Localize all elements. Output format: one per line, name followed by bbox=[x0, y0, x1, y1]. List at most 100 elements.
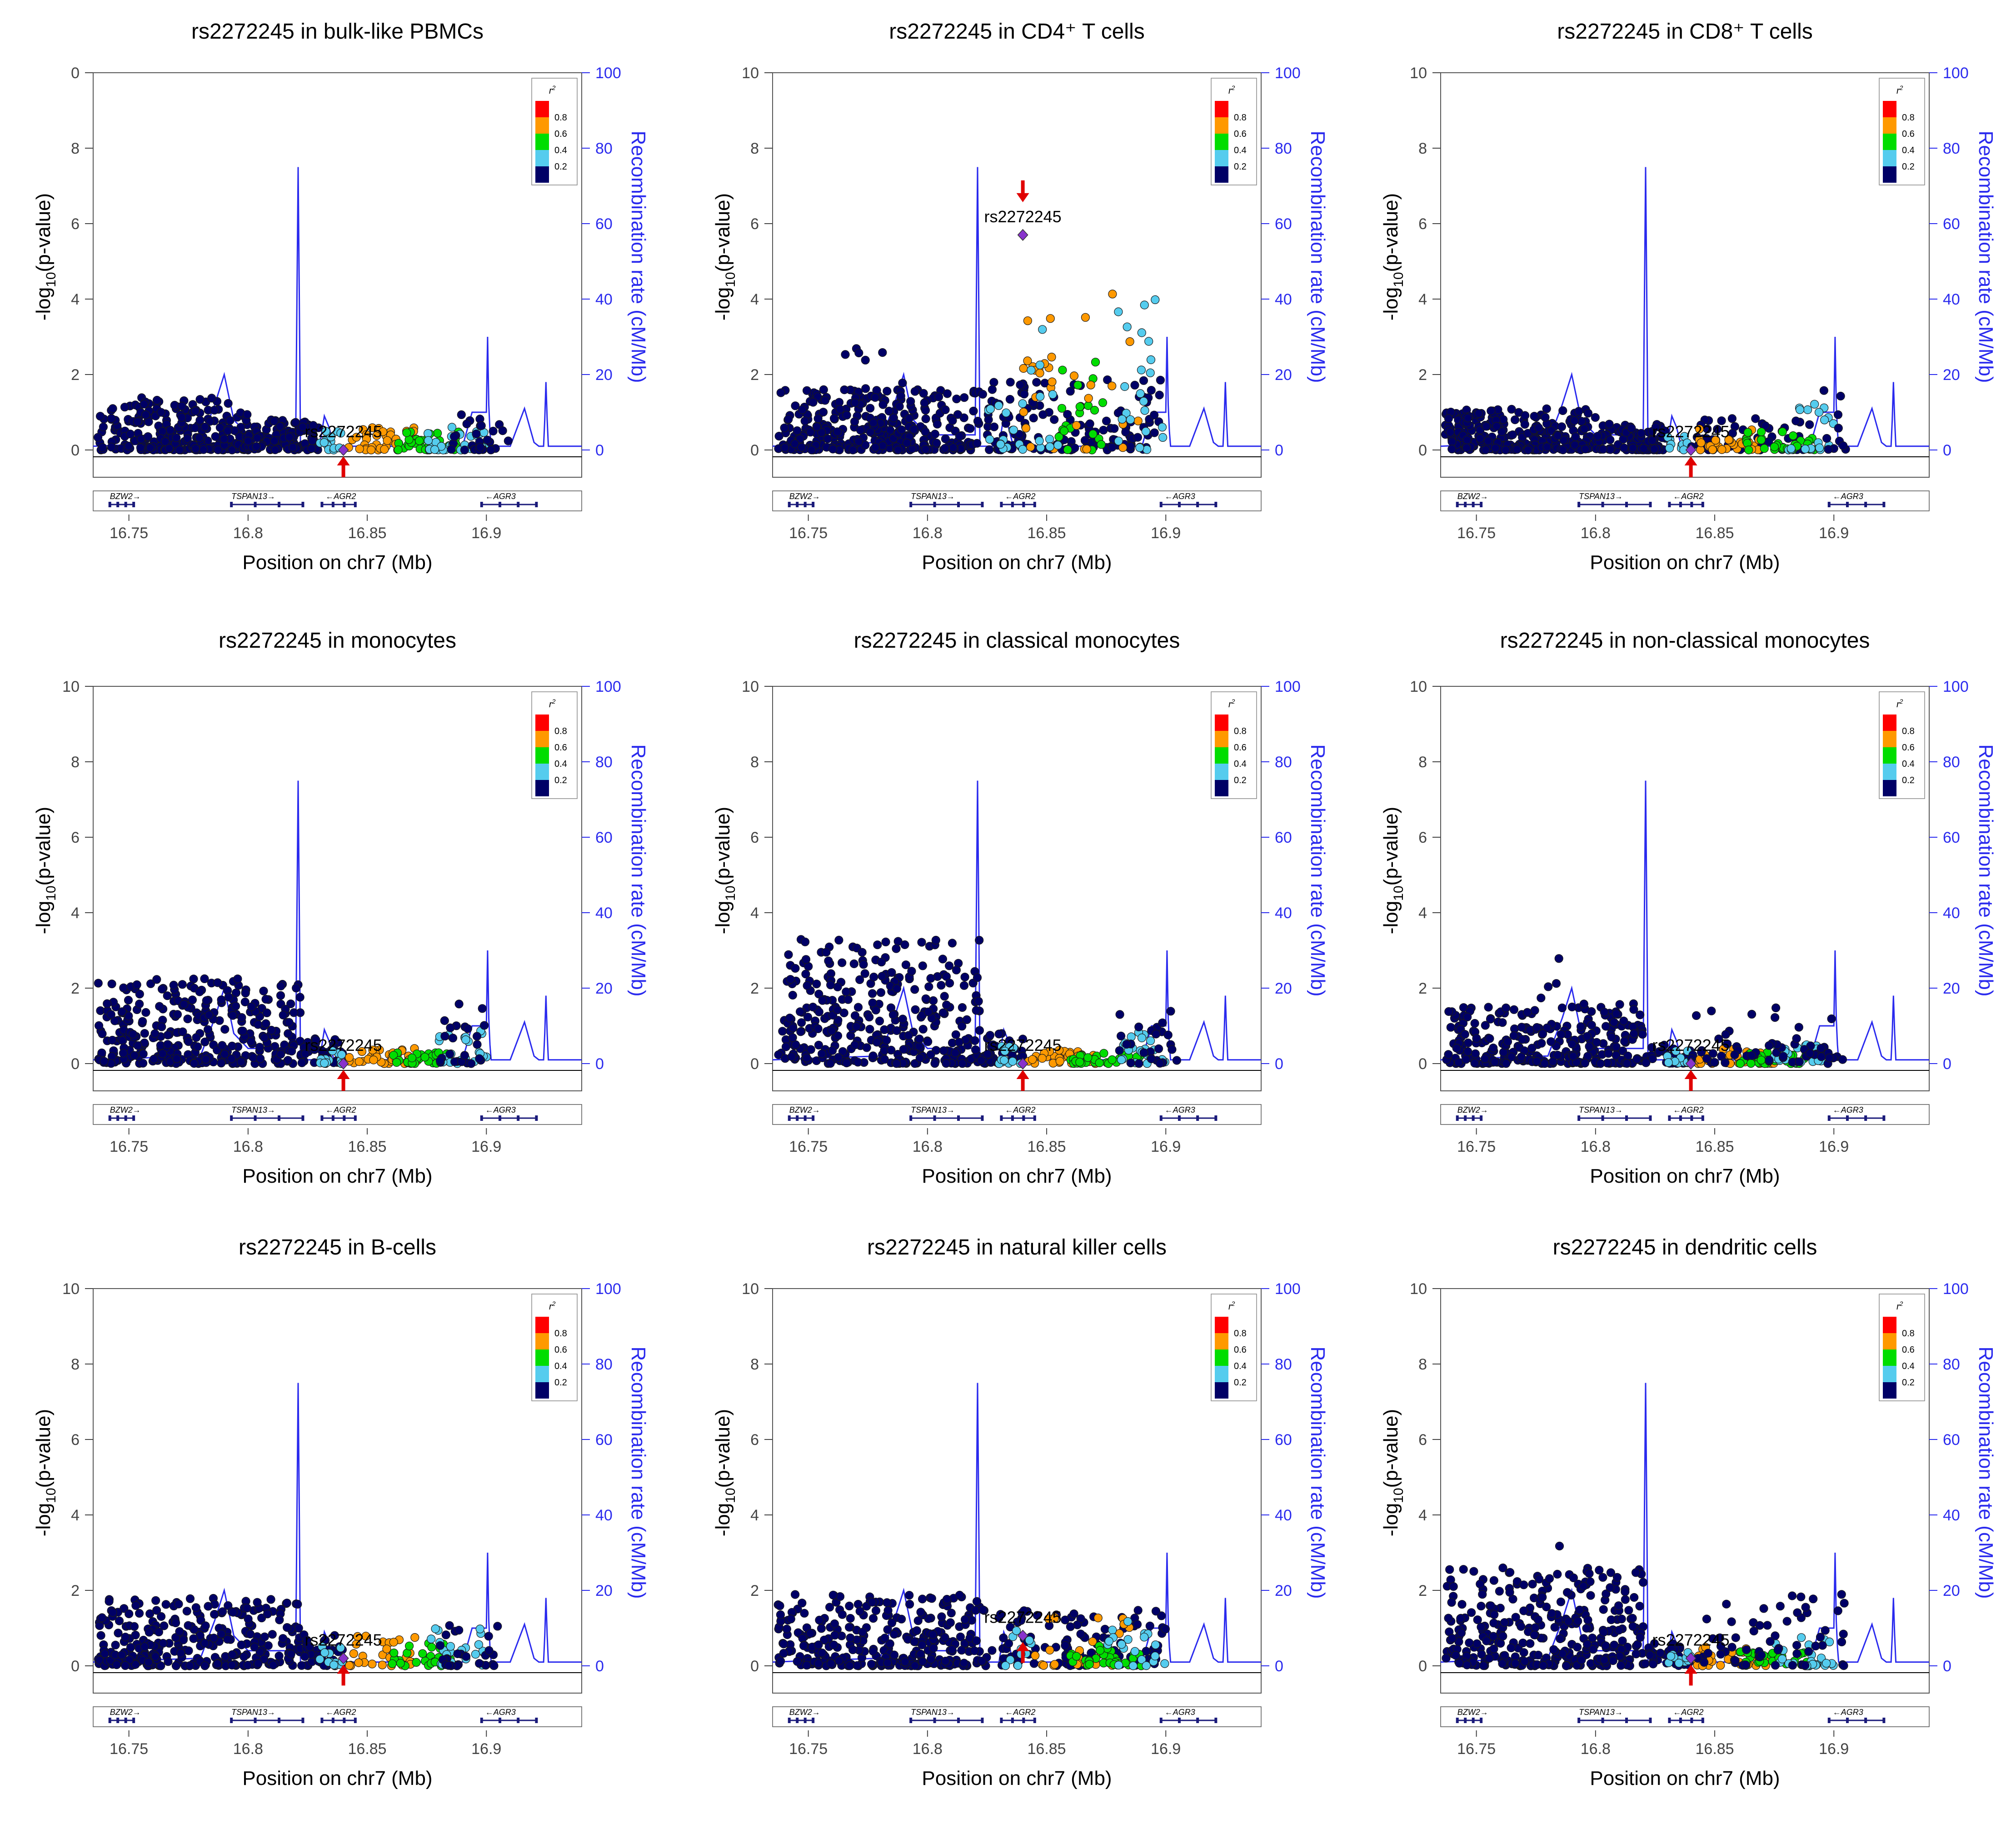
snp-point bbox=[435, 1056, 445, 1065]
snp-point bbox=[1463, 1038, 1472, 1048]
snp-point bbox=[884, 406, 893, 416]
snp-point bbox=[261, 1019, 270, 1028]
snp-point bbox=[103, 999, 112, 1008]
gene-exon bbox=[108, 1115, 111, 1121]
snp-point bbox=[245, 1629, 255, 1639]
snp-point bbox=[817, 1049, 827, 1059]
snp-point bbox=[1490, 1058, 1499, 1067]
snp-point bbox=[844, 1623, 854, 1632]
snp-point bbox=[1721, 1058, 1730, 1067]
ytick-left-label: 10 bbox=[1410, 678, 1427, 695]
snp-point bbox=[861, 384, 870, 393]
snp-point bbox=[1582, 1624, 1591, 1633]
gene-label: BZW2→ bbox=[1457, 1105, 1488, 1114]
snp-point bbox=[1580, 424, 1589, 434]
snp-point bbox=[806, 428, 815, 437]
snp-point bbox=[1133, 1606, 1143, 1615]
gene-exon bbox=[1827, 502, 1831, 507]
xtick-label: 16.8 bbox=[1581, 525, 1611, 542]
snp-point bbox=[1444, 1050, 1453, 1059]
ylabel-left: -log10(p-value) bbox=[712, 1409, 738, 1536]
snp-point bbox=[195, 433, 204, 442]
snp-point bbox=[1104, 1637, 1113, 1646]
gene-exon bbox=[301, 1115, 304, 1121]
snp-point bbox=[1454, 1058, 1463, 1067]
gene-exon bbox=[796, 1115, 799, 1121]
recombination-rate-line bbox=[772, 780, 1261, 1061]
ylabel-part: (p-value) bbox=[32, 193, 55, 272]
ytick-left-label: 2 bbox=[1418, 366, 1427, 384]
gene-exon bbox=[812, 1718, 815, 1723]
snp-point bbox=[1021, 424, 1031, 433]
snp-point bbox=[158, 984, 167, 994]
snp-point bbox=[975, 936, 984, 945]
snp-point bbox=[178, 1027, 187, 1036]
snp-point bbox=[882, 1036, 891, 1045]
snp-point bbox=[444, 1661, 453, 1670]
snp-point bbox=[1553, 1050, 1562, 1059]
snp-point bbox=[1495, 1587, 1504, 1596]
snp-point bbox=[213, 978, 222, 987]
ytick-right-label: 0 bbox=[595, 1055, 604, 1073]
snp-point bbox=[893, 445, 903, 455]
snp-point bbox=[448, 1034, 458, 1043]
xtick-label: 16.8 bbox=[913, 1138, 943, 1155]
gene-exon bbox=[254, 1718, 257, 1723]
snp-point bbox=[185, 1661, 195, 1670]
xtick-label: 16.9 bbox=[471, 1138, 501, 1155]
gene-exon bbox=[1882, 1115, 1886, 1121]
snp-point bbox=[424, 436, 433, 445]
snp-point bbox=[830, 1619, 839, 1629]
snp-point bbox=[1463, 1012, 1472, 1022]
gene-exon bbox=[254, 1115, 257, 1121]
snp-point bbox=[209, 1634, 219, 1643]
snp-point bbox=[1133, 433, 1142, 442]
legend-label: 0.2 bbox=[1902, 775, 1915, 785]
snp-point bbox=[440, 1016, 449, 1025]
snp-point bbox=[1151, 1607, 1161, 1616]
snp-point bbox=[883, 1659, 892, 1668]
snp-point bbox=[1057, 404, 1067, 413]
snp-point bbox=[293, 1599, 302, 1609]
snp-point bbox=[838, 1610, 847, 1619]
snp-point bbox=[217, 995, 226, 1004]
snp-point bbox=[989, 378, 998, 387]
r2-legend: r20.80.60.40.2 bbox=[1211, 78, 1257, 185]
snp-point bbox=[1085, 1659, 1094, 1669]
snp-point bbox=[866, 428, 875, 437]
gene-label: ←AGR2 bbox=[1673, 1105, 1703, 1114]
snp-point bbox=[788, 1033, 797, 1042]
snp-point bbox=[865, 1024, 874, 1034]
xtick-label: 16.75 bbox=[110, 525, 148, 542]
lead-arrow-head bbox=[1684, 456, 1697, 465]
snp-point bbox=[94, 979, 103, 988]
xlabel: Position on chr7 (Mb) bbox=[922, 551, 1112, 574]
snp-point bbox=[1820, 415, 1829, 425]
snp-point bbox=[872, 386, 881, 395]
snp-point bbox=[814, 1640, 823, 1649]
snp-point bbox=[1502, 1003, 1511, 1013]
snp-point bbox=[1563, 1588, 1572, 1597]
snp-point bbox=[135, 1609, 144, 1618]
panel-1: rs2272245 in bulk-like PBMCs024680020406… bbox=[32, 20, 649, 574]
gene-exon bbox=[278, 1718, 281, 1723]
xtick-label: 16.9 bbox=[471, 1740, 501, 1758]
snp-point bbox=[989, 422, 999, 431]
snp-point bbox=[427, 1634, 436, 1644]
snp-point bbox=[1509, 1005, 1518, 1014]
gene-exon bbox=[320, 502, 324, 507]
snp-point bbox=[1126, 442, 1135, 451]
snp-point bbox=[1771, 1013, 1780, 1022]
gene-label: ←AGR3 bbox=[1165, 1708, 1195, 1717]
snp-point bbox=[1035, 360, 1044, 370]
xtick-label: 16.75 bbox=[1457, 1138, 1496, 1155]
legend-swatch bbox=[1215, 1382, 1228, 1399]
snp-point bbox=[947, 1609, 956, 1618]
ytick-right-label: 80 bbox=[1275, 140, 1292, 157]
ytick-right-label: 40 bbox=[1943, 905, 1960, 922]
snp-point bbox=[1081, 313, 1090, 322]
legend-label: 0.8 bbox=[1234, 1329, 1247, 1339]
ytick-right-label: 0 bbox=[595, 1658, 604, 1675]
snp-point bbox=[145, 1628, 154, 1637]
snp-point bbox=[1795, 405, 1805, 414]
